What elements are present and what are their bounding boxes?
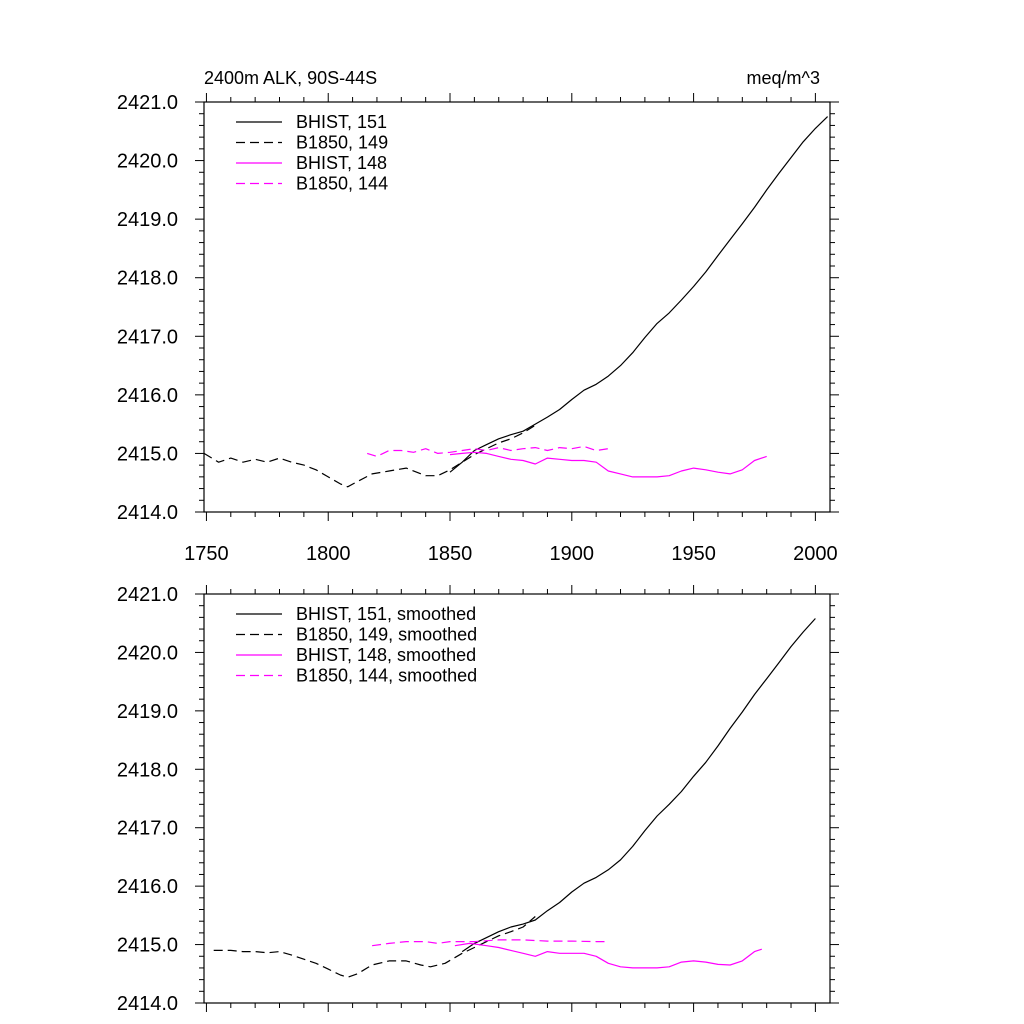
y-tick-label: 2414.0: [117, 993, 178, 1015]
plot-frame: [203, 593, 831, 1004]
series-line-4: [367, 445, 609, 457]
lower-panel: 2414.0 2415.0 2416.0 2417.0 2418.0 2419.0 2420…: [117, 584, 839, 1015]
series-line-4: [372, 939, 609, 947]
x-tick-label: 1900: [550, 543, 595, 565]
upper-panel: 2414.0 2415.0 2416.0 2417.0 2418.0 2419.0 2420…: [117, 92, 839, 565]
legend-label: B1850, 144, smoothed: [296, 666, 477, 686]
y-tick-label: 2417.0: [117, 818, 178, 840]
x-tick-label: 2000: [793, 543, 838, 565]
plot-frame: [203, 101, 831, 513]
y-tick-label: 2414.0: [117, 502, 178, 524]
x-tick-label: 1750: [184, 543, 229, 565]
legend-label: B1850, 144: [296, 174, 388, 194]
chart-title: 2400m ALK, 90S-44S: [204, 68, 377, 88]
y-tick-label: 2419.0: [117, 701, 178, 723]
y-tick-label: 2416.0: [117, 385, 178, 407]
y-tick-label: 2416.0: [117, 876, 178, 898]
y-tick-label: 2420.0: [117, 642, 178, 664]
legend-label: BHIST, 148, smoothed: [296, 645, 476, 665]
series-line-2: [213, 916, 536, 978]
y-tick-label: 2415.0: [117, 443, 178, 465]
legend-label: BHIST, 151, smoothed: [296, 604, 476, 624]
y-tick-label: 2421.0: [117, 92, 178, 114]
legend-label: BHIST, 148: [296, 153, 387, 173]
legend-label: B1850, 149: [296, 133, 388, 153]
x-tick-label: 1850: [428, 543, 473, 565]
series-line-1: [461, 618, 816, 953]
y-tick-label: 2420.0: [117, 151, 178, 173]
y-tick-label: 2418.0: [117, 268, 178, 290]
legend-label: BHIST, 151: [296, 112, 387, 132]
series-line-2: [203, 424, 536, 488]
y-tick-label: 2419.0: [117, 209, 178, 231]
y-tick-label: 2415.0: [117, 935, 178, 957]
y-tick-label: 2418.0: [117, 759, 178, 781]
series-line-3: [449, 451, 767, 478]
chart-units: meq/m^3: [747, 68, 820, 88]
series-line-3: [454, 942, 762, 969]
y-tick-label: 2417.0: [117, 326, 178, 348]
legend-label: B1850, 149, smoothed: [296, 625, 477, 645]
x-tick-label: 1950: [671, 543, 716, 565]
series-line-1: [449, 116, 829, 473]
x-tick-label: 1800: [306, 543, 351, 565]
y-tick-label: 2421.0: [117, 584, 178, 606]
